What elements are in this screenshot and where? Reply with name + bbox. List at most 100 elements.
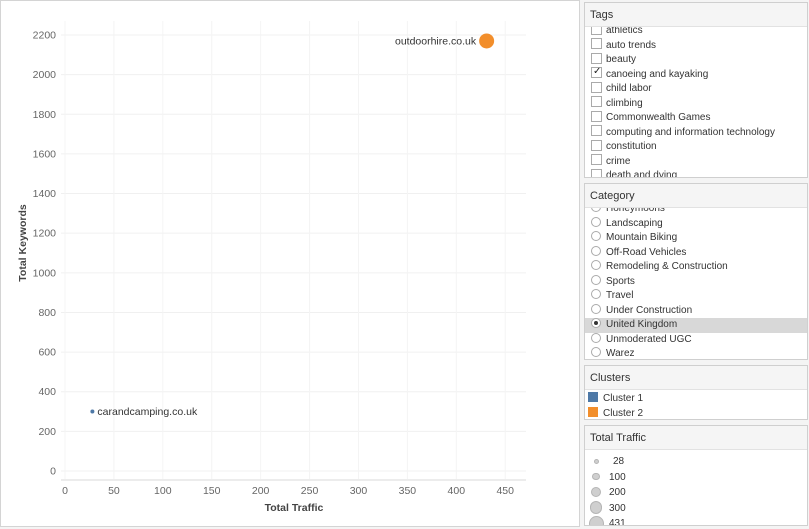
tag-label: athletics xyxy=(606,27,643,36)
tag-option[interactable]: death and dying xyxy=(585,168,807,177)
radio-button[interactable] xyxy=(591,303,601,314)
category-option[interactable]: Off-Road Vehicles xyxy=(585,245,807,261)
tag-label: Commonwealth Games xyxy=(606,112,711,123)
radio-button[interactable] xyxy=(591,245,601,256)
tag-checkbox[interactable] xyxy=(591,125,602,137)
scatter-point[interactable] xyxy=(90,409,95,414)
category-option[interactable]: Mountain Biking xyxy=(585,231,807,246)
tag-option[interactable]: climbing xyxy=(585,96,807,112)
color-swatch xyxy=(588,406,598,417)
tag-checkbox[interactable] xyxy=(591,52,602,64)
category-option[interactable]: Unmoderated UGC xyxy=(585,332,807,348)
x-axis-title: Total Traffic xyxy=(265,502,324,514)
tag-checkbox[interactable] xyxy=(591,154,602,166)
scatter-point[interactable] xyxy=(479,33,495,49)
tag-label: computing and information technology xyxy=(606,126,775,138)
scatter-chart-panel: 0 200 400 600 800 1000 1200 1400 1600 1800 2000 220… xyxy=(0,0,580,527)
size-legend-item: 28 xyxy=(585,454,807,470)
traffic-legend-title: Total Traffic xyxy=(585,426,807,450)
tag-option[interactable]: auto trends xyxy=(585,38,807,54)
category-option[interactable]: Remodeling & Construction xyxy=(585,260,807,275)
category-title: Category xyxy=(585,184,807,208)
size-bubble-icon xyxy=(593,458,599,464)
radio-button[interactable] xyxy=(591,208,601,213)
tag-checkbox[interactable] xyxy=(591,38,602,50)
x-tick-label: 200 xyxy=(252,485,270,497)
radio-button[interactable] xyxy=(591,318,601,329)
size-bubble-icon xyxy=(589,501,603,514)
cluster-label: Cluster 1 xyxy=(603,393,644,404)
radio-button[interactable] xyxy=(591,332,601,343)
category-option[interactable]: Honeymoons xyxy=(585,208,807,217)
y-tick-label: 1600 xyxy=(33,148,57,160)
y-tick-label: 200 xyxy=(38,426,56,438)
category-option[interactable]: Warez xyxy=(585,347,807,359)
category-option[interactable]: Under Construction xyxy=(585,303,807,319)
tags-list[interactable]: athletics auto trends beauty ✓ canoeing and … xyxy=(585,27,807,177)
category-label: Warez xyxy=(606,348,635,359)
tag-option[interactable]: beauty xyxy=(585,52,807,68)
size-label: 300 xyxy=(609,502,626,514)
category-label: Honeymoons xyxy=(606,208,665,214)
cluster-legend-item[interactable]: Cluster 1 xyxy=(585,392,807,407)
tag-label: climbing xyxy=(606,97,643,109)
y-axis-title: Total Keywords xyxy=(17,204,29,282)
category-label: Travel xyxy=(606,290,634,301)
category-option[interactable]: Landscaping xyxy=(585,216,807,232)
y-tick-label: 1800 xyxy=(33,109,57,121)
size-bubble-icon xyxy=(588,515,604,525)
category-option[interactable]: Sports xyxy=(585,274,807,290)
x-tick-label: 300 xyxy=(350,485,368,497)
y-tick-label: 600 xyxy=(38,347,56,359)
traffic-size-legend-panel: Total Traffic 28 100 200 300 431 xyxy=(584,425,808,526)
tag-checkbox[interactable] xyxy=(591,139,602,151)
radio-button[interactable] xyxy=(591,260,601,271)
tag-option[interactable]: ✓ canoeing and kayaking xyxy=(585,66,807,83)
cluster-legend-item[interactable]: Cluster 2 xyxy=(585,406,807,420)
tag-checkbox[interactable]: ✓ xyxy=(591,66,602,79)
radio-button[interactable] xyxy=(591,274,601,285)
tag-option[interactable]: athletics xyxy=(585,27,807,39)
category-label: Under Construction xyxy=(606,304,693,316)
y-tick-label: 1200 xyxy=(33,228,57,240)
point-label: outdoorhire.co.uk xyxy=(395,35,477,47)
y-tick-label: 2200 xyxy=(33,30,57,42)
y-tick-label: 800 xyxy=(38,307,56,319)
tag-checkbox[interactable] xyxy=(591,27,602,35)
size-legend-item: 300 xyxy=(585,501,807,517)
category-label: Mountain Biking xyxy=(606,232,678,243)
clusters-title: Clusters xyxy=(585,366,807,390)
tag-label: constitution xyxy=(606,141,657,152)
x-tick-label: 250 xyxy=(301,485,319,497)
tags-filter-panel: Tags athletics auto trends beauty ✓ canoeing… xyxy=(584,2,808,178)
tag-option[interactable]: crime xyxy=(585,154,807,170)
tag-checkbox[interactable] xyxy=(591,96,602,108)
radio-button[interactable] xyxy=(591,216,601,227)
radio-button[interactable] xyxy=(591,347,601,358)
category-option[interactable]: United Kingdom xyxy=(585,318,807,333)
category-label: Remodeling & Construction xyxy=(606,261,728,272)
tag-option[interactable]: computing and information technology xyxy=(585,125,807,141)
radio-button[interactable] xyxy=(591,231,601,242)
category-label: United Kingdom xyxy=(606,319,678,330)
category-list[interactable]: Honeymoons Landscaping Mountain Biking Off-… xyxy=(585,208,807,359)
tag-checkbox[interactable] xyxy=(591,110,602,122)
x-tick-label: 450 xyxy=(496,485,514,497)
tag-label: child labor xyxy=(606,83,652,94)
x-tick-label: 150 xyxy=(203,485,221,497)
tag-option[interactable]: constitution xyxy=(585,139,807,155)
tag-checkbox[interactable] xyxy=(591,168,602,177)
radio-button[interactable] xyxy=(591,289,601,300)
y-tick-label: 1400 xyxy=(33,188,57,200)
tag-option[interactable]: Commonwealth Games xyxy=(585,110,807,126)
category-label: Sports xyxy=(606,275,635,287)
category-option[interactable]: Travel xyxy=(585,289,807,304)
x-tick-label: 0 xyxy=(62,485,68,497)
size-legend-item: 100 xyxy=(585,470,807,486)
tag-checkbox[interactable] xyxy=(591,81,602,93)
x-tick-label: 400 xyxy=(448,485,466,497)
tags-title: Tags xyxy=(585,3,807,27)
y-tick-label: 1000 xyxy=(33,267,57,279)
x-tick-label: 50 xyxy=(108,485,120,497)
tag-option[interactable]: child labor xyxy=(585,81,807,97)
